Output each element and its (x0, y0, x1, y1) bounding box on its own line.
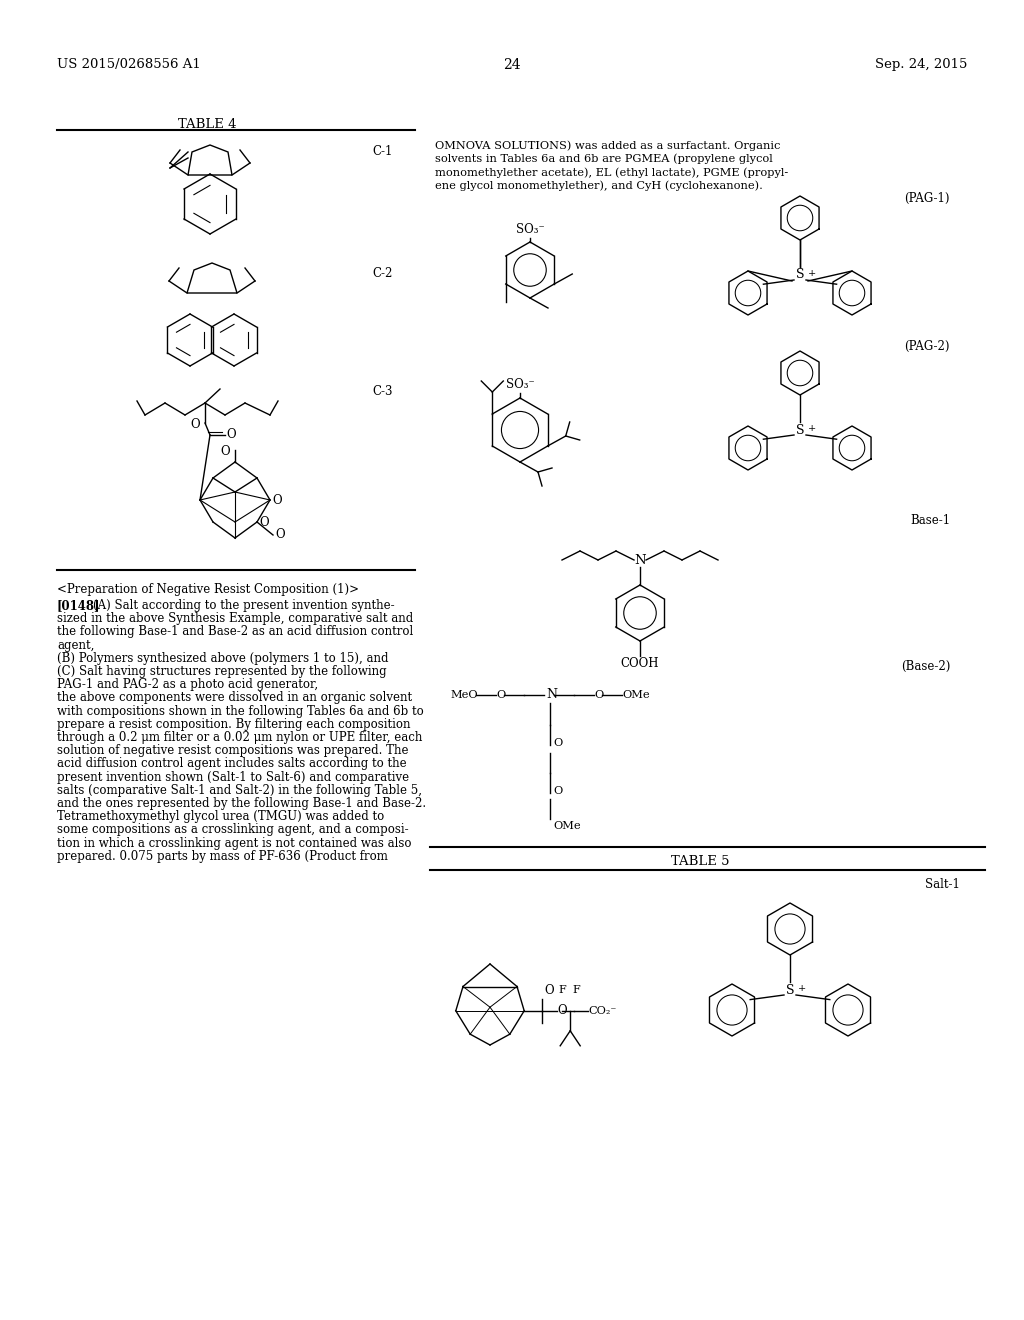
Text: S: S (796, 424, 804, 437)
Text: the following Base-1 and Base-2 as an acid diffusion control: the following Base-1 and Base-2 as an ac… (57, 626, 414, 639)
Text: sized in the above Synthesis Example, comparative salt and: sized in the above Synthesis Example, co… (57, 612, 414, 626)
Text: O: O (259, 516, 268, 528)
Text: O: O (226, 429, 236, 441)
Text: [0148]: [0148] (57, 599, 100, 612)
Text: solution of negative resist compositions was prepared. The: solution of negative resist compositions… (57, 744, 409, 758)
Text: O: O (544, 983, 554, 997)
Text: Tetramethoxymethyl glycol urea (TMGU) was added to: Tetramethoxymethyl glycol urea (TMGU) wa… (57, 810, 384, 824)
Text: salts (comparative Salt-1 and Salt-2) in the following Table 5,: salts (comparative Salt-1 and Salt-2) in… (57, 784, 422, 797)
Text: prepare a resist composition. By filtering each composition: prepare a resist composition. By filteri… (57, 718, 411, 731)
Text: C-2: C-2 (372, 267, 392, 280)
Text: C-1: C-1 (372, 145, 392, 158)
Text: OMNOVA SOLUTIONS) was added as a surfactant. Organic: OMNOVA SOLUTIONS) was added as a surfact… (435, 140, 780, 150)
Text: O: O (557, 1005, 567, 1018)
Text: S: S (796, 268, 804, 281)
Text: tion in which a crosslinking agent is not contained was also: tion in which a crosslinking agent is no… (57, 837, 412, 850)
Text: O: O (220, 445, 229, 458)
Text: (PAG-2): (PAG-2) (904, 341, 950, 352)
Text: MeO: MeO (450, 690, 477, 700)
Text: O: O (272, 494, 282, 507)
Text: Sep. 24, 2015: Sep. 24, 2015 (874, 58, 967, 71)
Text: TABLE 4: TABLE 4 (178, 117, 237, 131)
Text: OMe: OMe (553, 821, 581, 832)
Text: TABLE 5: TABLE 5 (671, 855, 729, 869)
Text: with compositions shown in the following Tables 6a and 6b to: with compositions shown in the following… (57, 705, 424, 718)
Text: OMe: OMe (622, 690, 649, 700)
Text: 24: 24 (503, 58, 521, 73)
Text: ene glycol monomethylether), and CyH (cyclohexanone).: ene glycol monomethylether), and CyH (cy… (435, 181, 763, 191)
Text: COOH: COOH (621, 657, 659, 671)
Text: solvents in Tables 6a and 6b are PGMEA (propylene glycol: solvents in Tables 6a and 6b are PGMEA (… (435, 153, 773, 164)
Text: SO₃⁻: SO₃⁻ (506, 378, 535, 391)
Text: O: O (496, 690, 505, 700)
Text: SO₃⁻: SO₃⁻ (516, 223, 545, 236)
Text: (A) Salt according to the present invention synthe-: (A) Salt according to the present invent… (93, 599, 394, 612)
Text: Base-1: Base-1 (910, 513, 950, 527)
Text: O: O (553, 738, 562, 748)
Text: O: O (553, 785, 562, 796)
Text: prepared. 0.075 parts by mass of PF-636 (Product from: prepared. 0.075 parts by mass of PF-636 … (57, 850, 388, 863)
Text: monomethylether acetate), EL (ethyl lactate), PGME (propyl-: monomethylether acetate), EL (ethyl lact… (435, 168, 788, 178)
Text: Salt-1: Salt-1 (925, 878, 961, 891)
Text: acid diffusion control agent includes salts according to the: acid diffusion control agent includes sa… (57, 758, 407, 771)
Text: S: S (785, 983, 795, 997)
Text: (B) Polymers synthesized above (polymers 1 to 15), and: (B) Polymers synthesized above (polymers… (57, 652, 388, 665)
Text: and the ones represented by the following Base-1 and Base-2.: and the ones represented by the followin… (57, 797, 426, 810)
Text: (PAG-1): (PAG-1) (904, 191, 950, 205)
Text: N: N (546, 689, 557, 701)
Text: present invention shown (Salt-1 to Salt-6) and comparative: present invention shown (Salt-1 to Salt-… (57, 771, 410, 784)
Text: US 2015/0268556 A1: US 2015/0268556 A1 (57, 58, 201, 71)
Text: F: F (558, 985, 566, 995)
Text: O: O (594, 690, 603, 700)
Text: some compositions as a crosslinking agent, and a composi-: some compositions as a crosslinking agen… (57, 824, 409, 837)
Text: through a 0.2 μm filter or a 0.02 μm nylon or UPE filter, each: through a 0.2 μm filter or a 0.02 μm nyl… (57, 731, 422, 744)
Text: <Preparation of Negative Resist Composition (1)>: <Preparation of Negative Resist Composit… (57, 583, 359, 597)
Text: F: F (572, 985, 580, 995)
Text: agent,: agent, (57, 639, 94, 652)
Text: PAG-1 and PAG-2 as a photo acid generator,: PAG-1 and PAG-2 as a photo acid generato… (57, 678, 318, 692)
Text: +: + (808, 424, 816, 433)
Text: O: O (275, 528, 285, 541)
Text: the above components were dissolved in an organic solvent: the above components were dissolved in a… (57, 692, 412, 705)
Text: C-3: C-3 (372, 385, 392, 399)
Text: CO₂⁻: CO₂⁻ (588, 1006, 616, 1016)
Text: (Base-2): (Base-2) (901, 660, 950, 673)
Text: O: O (190, 418, 200, 432)
Text: N: N (634, 553, 646, 566)
Text: +: + (798, 983, 806, 993)
Text: +: + (808, 269, 816, 279)
Text: (C) Salt having structures represented by the following: (C) Salt having structures represented b… (57, 665, 387, 678)
